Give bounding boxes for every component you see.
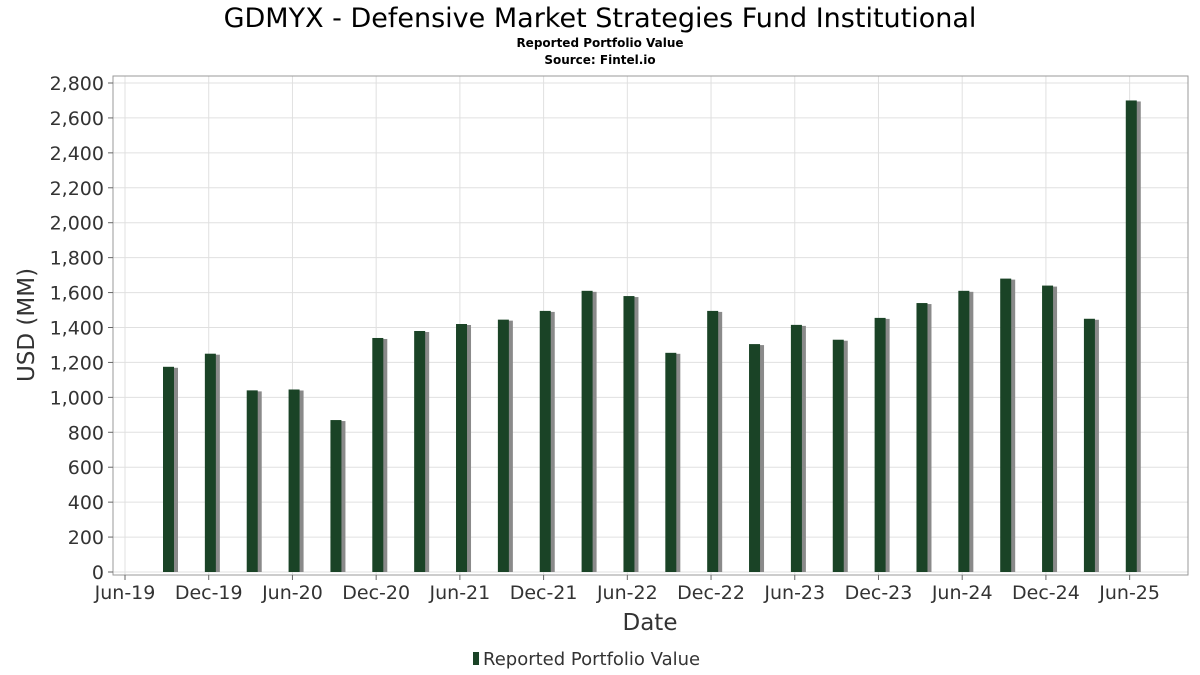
x-tick-label: Jun-23: [763, 582, 825, 604]
bar: [456, 324, 468, 572]
bar: [916, 303, 928, 572]
x-tick-label: Dec-22: [677, 582, 745, 604]
bar: [1083, 318, 1095, 572]
bars: [163, 100, 1141, 572]
bar: [539, 310, 551, 572]
y-axis-label: USD (MM): [14, 268, 40, 382]
x-tick-label: Jun-24: [931, 582, 993, 604]
bar: [330, 420, 342, 572]
bar: [665, 352, 677, 572]
bar: [790, 324, 802, 572]
grid: [113, 76, 1188, 575]
bar: [874, 317, 886, 572]
bar: [414, 330, 426, 572]
y-tick-label: 0: [92, 562, 104, 584]
y-axis-ticks: 0 200 400 600 800 1,000 1,200 1,400 1,600 1,800 2,…: [50, 73, 113, 584]
bar: [832, 339, 844, 572]
x-tick-label: Jun-22: [596, 582, 658, 604]
bar: [204, 353, 216, 572]
chart-title: GDMYX - Defensive Market Strategies Fund…: [224, 3, 977, 34]
x-tick-label: Jun-20: [261, 582, 323, 604]
bar: [372, 337, 384, 572]
bar: [707, 310, 719, 572]
bar: [749, 344, 761, 572]
bar: [1000, 278, 1012, 572]
y-tick-label: 800: [68, 422, 104, 444]
y-tick-label: 1,200: [50, 352, 104, 374]
y-tick-label: 2,400: [50, 143, 104, 165]
legend: Reported Portfolio Value: [473, 649, 700, 670]
y-tick-label: 200: [68, 527, 104, 549]
x-tick-label: Dec-20: [342, 582, 410, 604]
x-tick-label: Dec-23: [845, 582, 913, 604]
bar: [623, 296, 635, 572]
y-tick-label: 2,000: [50, 213, 104, 235]
legend-label: Reported Portfolio Value: [483, 649, 700, 670]
y-tick-label: 1,800: [50, 248, 104, 270]
y-tick-label: 600: [68, 457, 104, 479]
x-tick-label: Jun-25: [1098, 582, 1160, 604]
bar: [958, 290, 970, 572]
y-tick-label: 1,400: [50, 318, 104, 340]
bar: [1125, 100, 1137, 572]
bar: [246, 390, 258, 572]
x-tick-label: Dec-21: [510, 582, 578, 604]
x-axis-ticks: Jun-19 Dec-19 Jun-20 Dec-20 Jun-21 Dec-21 Jun-…: [94, 575, 1160, 604]
bar: [581, 290, 593, 572]
y-tick-label: 400: [68, 492, 104, 514]
y-tick-label: 1,000: [50, 387, 104, 409]
y-tick-label: 2,800: [50, 73, 104, 95]
plot-area: [112, 75, 1189, 576]
x-tick-label: Dec-19: [175, 582, 243, 604]
y-tick-label: 2,600: [50, 108, 104, 130]
x-tick-label: Jun-21: [429, 582, 491, 604]
bar: [163, 366, 174, 572]
x-tick-label: Jun-19: [94, 582, 156, 604]
y-tick-label: 2,200: [50, 178, 104, 200]
bar: [1042, 285, 1054, 572]
legend-swatch: [473, 652, 479, 665]
chart-source: Source: Fintel.io: [544, 53, 655, 67]
y-tick-label: 1,600: [50, 283, 104, 305]
chart-subtitle: Reported Portfolio Value: [516, 36, 683, 50]
x-tick-label: Dec-24: [1012, 582, 1080, 604]
x-axis-label: Date: [623, 610, 678, 636]
bar: [497, 319, 509, 572]
bar: [288, 389, 300, 572]
